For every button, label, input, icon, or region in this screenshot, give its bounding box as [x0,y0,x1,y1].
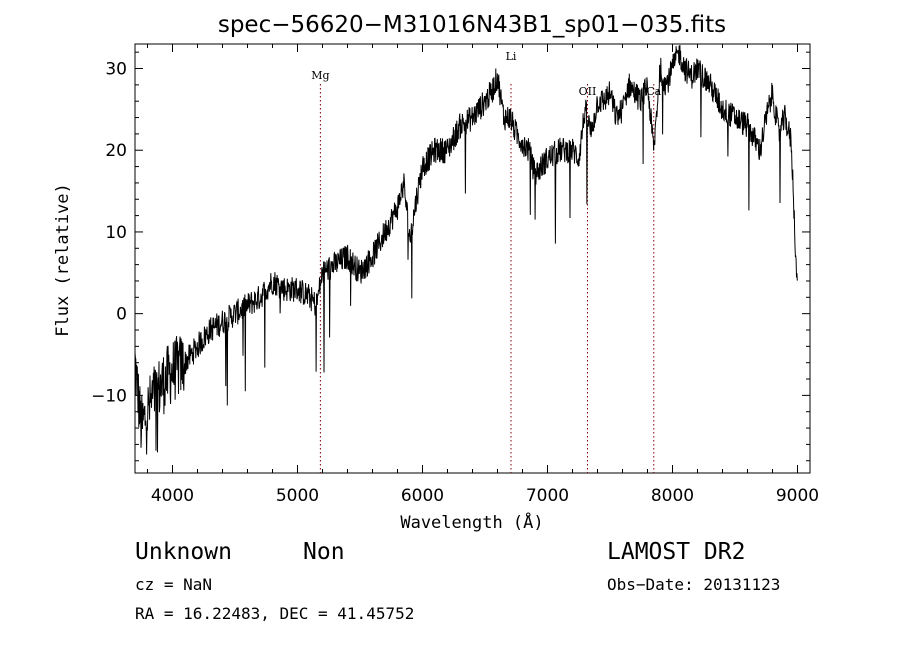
x-tick-label: 4000 [151,486,194,506]
y-tick-label: 0 [116,305,127,325]
object-subclass: Non [303,539,345,565]
x-tick-label: 6000 [401,486,444,506]
feature-label-li: Li [506,50,517,63]
x-tick-label: 5000 [276,486,319,506]
spectrum-series-line [134,44,798,455]
coordinates: RA = 16.22483, DEC = 41.45752 [135,604,414,623]
survey-name: LAMOST DR2 [607,539,745,565]
object-class: Unknown [135,539,232,565]
y-tick-label: 30 [105,60,127,80]
obs-date: Obs−Date: 20131123 [607,575,780,594]
y-axis: −10 0 10 20 30 [91,51,810,462]
feature-label-oii: OII [579,85,597,98]
y-tick-label: 20 [105,141,127,161]
x-axis-label: Wavelength (Å) [400,511,543,533]
series-group [134,44,798,455]
y-axis-label: Flux (relative) [53,183,73,337]
y-tick-label: −10 [91,386,127,406]
x-tick-label: 7000 [526,486,569,506]
x-axis: 4000 5000 6000 7000 8000 9000 [147,44,819,506]
chart-title: spec−56620−M31016N43B1_sp01−035.fits [218,12,726,38]
x-tick-label: 9000 [776,486,819,506]
y-tick-label: 10 [105,223,127,243]
redshift-text: cz = NaN [135,575,212,594]
x-tick-label: 8000 [651,486,694,506]
feature-label-mg: Mg [311,69,329,82]
